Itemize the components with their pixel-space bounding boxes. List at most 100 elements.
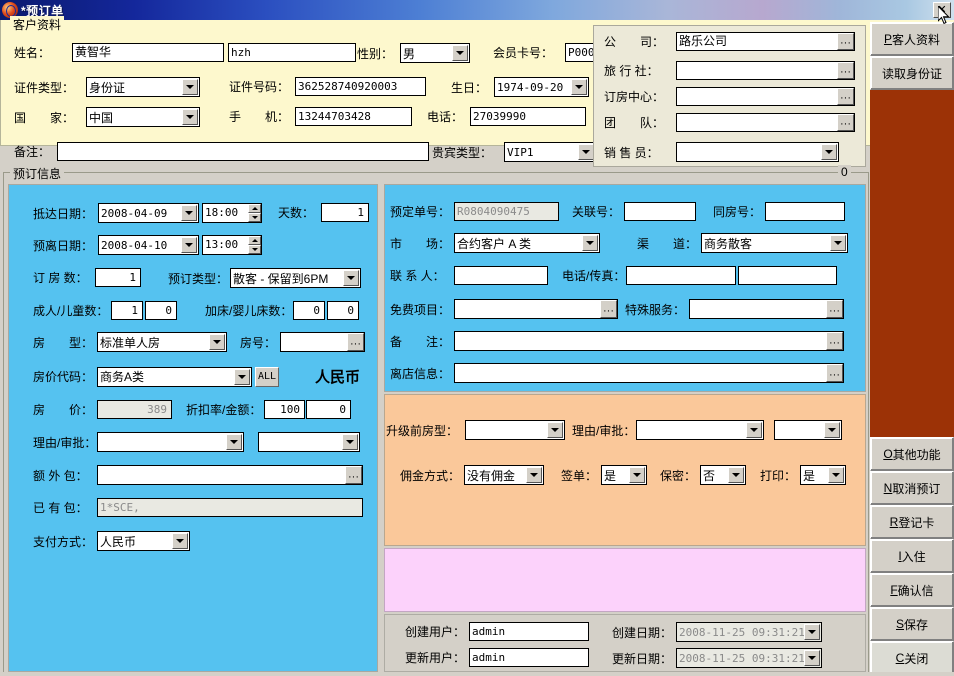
contact-phone-input[interactable] xyxy=(626,266,736,285)
print-select[interactable]: 是 xyxy=(800,465,846,485)
create-date-select[interactable]: 2008-11-25 09:31:21 xyxy=(676,622,822,642)
birthday-select[interactable]: 1974-09-20 xyxy=(494,77,589,97)
create-user-input[interactable]: admin xyxy=(469,622,589,641)
same-room-input[interactable] xyxy=(765,202,845,221)
chevron-down-icon[interactable] xyxy=(181,205,197,221)
travel-agency-browse-icon[interactable]: ··· xyxy=(837,62,854,79)
country-select[interactable]: 中国 xyxy=(86,107,200,127)
chevron-down-icon[interactable] xyxy=(746,422,762,438)
contact-fax-input[interactable] xyxy=(738,266,837,285)
sidebar-button-check-in[interactable]: I 入住 xyxy=(870,539,954,573)
extra-package-browse-icon[interactable]: ··· xyxy=(345,466,362,484)
departure-time-input[interactable]: 13:00 xyxy=(202,235,262,255)
chevron-down-icon[interactable] xyxy=(804,650,820,666)
gender-select[interactable]: 男 xyxy=(400,43,470,63)
room-count-input[interactable]: 1 xyxy=(95,268,141,287)
days-input[interactable]: 1 xyxy=(321,203,369,222)
name-pinyin-input[interactable]: hzh xyxy=(228,43,356,62)
room-type-select[interactable]: 标准单人房 xyxy=(97,332,227,352)
baby-bed-input[interactable]: 0 xyxy=(327,301,359,320)
travel-agency-input[interactable] xyxy=(676,61,855,80)
sidebar-button-other-functions[interactable]: O 其他功能 xyxy=(870,437,954,471)
departure-time-stepper[interactable] xyxy=(248,236,261,254)
chevron-down-icon[interactable] xyxy=(582,235,598,251)
secret-select[interactable]: 否 xyxy=(700,465,746,485)
id-number-input[interactable]: 362528740920003 xyxy=(295,77,426,96)
extra-package-input[interactable] xyxy=(97,465,363,485)
chevron-down-icon[interactable] xyxy=(824,422,840,438)
chevron-down-icon[interactable] xyxy=(578,144,594,160)
arrival-time-stepper[interactable] xyxy=(248,204,261,222)
chevron-down-icon[interactable] xyxy=(571,79,587,95)
chevron-down-icon[interactable] xyxy=(226,434,242,450)
pre-upgrade-room-select[interactable] xyxy=(465,420,565,440)
arrival-time-input[interactable]: 18:00 xyxy=(202,203,262,223)
chevron-down-icon[interactable] xyxy=(172,533,188,549)
chevron-down-icon[interactable] xyxy=(452,45,468,61)
order-remark-browse-icon[interactable]: ··· xyxy=(826,332,843,350)
discount-amount-input[interactable]: 0 xyxy=(306,400,351,419)
special-service-browse-icon[interactable]: ··· xyxy=(826,300,843,318)
phone-input[interactable]: 27039990 xyxy=(470,107,586,126)
reason-select[interactable] xyxy=(97,432,244,452)
special-service-input[interactable] xyxy=(689,299,844,319)
payment-select[interactable]: 人民币 xyxy=(97,531,190,551)
room-no-input[interactable] xyxy=(280,332,365,352)
sidebar-button-cancel-booking[interactable]: N 取消预订 xyxy=(870,471,954,505)
room-no-browse-icon[interactable]: ··· xyxy=(347,333,364,351)
sign-select[interactable]: 是 xyxy=(601,465,647,485)
rate-code-select[interactable]: 商务A类 xyxy=(97,366,252,387)
update-date-select[interactable]: 2008-11-25 09:31:21 xyxy=(676,648,822,668)
chevron-down-icon[interactable] xyxy=(342,434,358,450)
upgrade-reason-select[interactable] xyxy=(636,420,764,440)
sidebar-button-save[interactable]: S 保存 xyxy=(870,607,954,641)
chevron-down-icon[interactable] xyxy=(828,467,844,483)
free-items-browse-icon[interactable]: ··· xyxy=(600,300,617,318)
market-select[interactable]: 合约客户 A 类 xyxy=(454,233,600,253)
chevron-down-icon[interactable] xyxy=(804,624,820,640)
departure-date-select[interactable]: 2008-04-10 xyxy=(98,235,199,255)
vip-select[interactable]: VIP1 xyxy=(504,142,596,162)
chevron-down-icon[interactable] xyxy=(728,467,744,483)
booking-center-browse-icon[interactable]: ··· xyxy=(837,88,854,105)
commission-select[interactable]: 没有佣金 xyxy=(464,465,544,485)
rate-all-button[interactable]: ALL xyxy=(255,366,279,387)
id-type-select[interactable]: 身份证 xyxy=(86,77,200,97)
free-items-input[interactable] xyxy=(454,299,618,319)
extra-bed-input[interactable]: 0 xyxy=(293,301,325,320)
group-input[interactable] xyxy=(676,113,855,132)
update-user-input[interactable]: admin xyxy=(469,648,589,667)
chevron-down-icon[interactable] xyxy=(209,334,225,350)
chevron-down-icon[interactable] xyxy=(181,237,197,253)
order-remark-input[interactable] xyxy=(454,331,844,351)
existing-package-input[interactable]: 1*SCE, xyxy=(97,498,363,517)
booking-center-input[interactable] xyxy=(676,87,855,106)
chevron-down-icon[interactable] xyxy=(234,368,250,385)
sidebar-button-read-id-card[interactable]: 读取身份证 xyxy=(870,56,954,90)
window-titlebar[interactable]: *预订单 ✕ xyxy=(0,0,954,20)
sidebar-button-confirmation-letter[interactable]: F 确认信 xyxy=(870,573,954,607)
relation-no-input[interactable] xyxy=(624,202,696,221)
booking-type-select[interactable]: 散客 - 保留到6PM xyxy=(230,268,361,288)
room-price-input[interactable]: 389 xyxy=(97,400,172,419)
checkout-info-browse-icon[interactable]: ··· xyxy=(826,364,843,382)
arrival-date-select[interactable]: 2008-04-09 xyxy=(98,203,199,223)
child-count-input[interactable]: 0 xyxy=(145,301,177,320)
chevron-down-icon[interactable] xyxy=(182,79,198,95)
chevron-down-icon[interactable] xyxy=(629,467,645,483)
chevron-down-icon[interactable] xyxy=(830,235,846,251)
discount-rate-input[interactable]: 100 xyxy=(264,400,305,419)
order-no-input[interactable]: R0804090475 xyxy=(454,202,559,221)
sidebar-button-close[interactable]: C 关闭 xyxy=(870,641,954,675)
name-input[interactable]: 黄智华 xyxy=(72,43,224,62)
adult-count-input[interactable]: 1 xyxy=(111,301,143,320)
chevron-down-icon[interactable] xyxy=(182,109,198,125)
salesperson-select[interactable] xyxy=(676,142,839,162)
contact-input[interactable] xyxy=(454,266,548,285)
group-browse-icon[interactable]: ··· xyxy=(837,114,854,131)
mobile-input[interactable]: 13244703428 xyxy=(295,107,412,126)
upgrade-approve-select[interactable] xyxy=(774,420,842,440)
sidebar-button-registration-card[interactable]: R 登记卡 xyxy=(870,505,954,539)
sidebar-button-guest-profile[interactable]: P 客人资料 xyxy=(870,22,954,56)
company-browse-icon[interactable]: ··· xyxy=(837,33,854,50)
